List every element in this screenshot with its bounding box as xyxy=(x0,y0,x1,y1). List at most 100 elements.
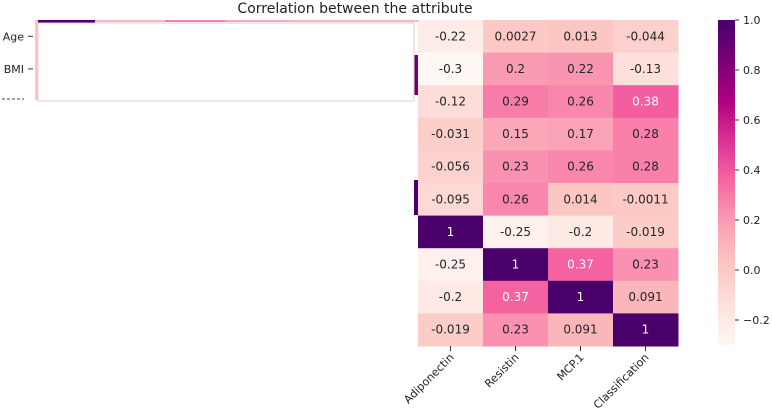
cell-value-label: 0.29 xyxy=(502,95,529,109)
heatmap-cell xyxy=(613,150,679,184)
cell-value-label: -0.056 xyxy=(431,160,470,174)
cell-value-label: 0.26 xyxy=(502,192,529,206)
cell-value-label: 0.22 xyxy=(567,62,594,76)
heatmap-cell xyxy=(418,248,484,282)
colorbar-tick-label: 0.8 xyxy=(743,64,761,77)
heatmap-cell xyxy=(418,117,484,151)
heatmap-cell xyxy=(483,183,549,217)
heatmap-cell xyxy=(548,20,614,54)
heatmap-cell xyxy=(613,248,679,282)
heatmap-cell xyxy=(548,248,614,282)
partial-heatmap-strip xyxy=(165,20,225,22)
partial-heatmap-strip xyxy=(290,20,418,22)
cell-value-label: 1 xyxy=(512,258,520,272)
heatmap-cell xyxy=(483,215,549,249)
heatmap-cell xyxy=(613,280,679,314)
cell-value-label: 0.28 xyxy=(632,127,659,141)
cell-value-label: -0.095 xyxy=(431,192,470,206)
cell-value-label: 0.2 xyxy=(506,62,525,76)
cell-value-label: 0.091 xyxy=(628,290,662,304)
heatmap-cell xyxy=(483,280,549,314)
cell-value-label: 0.013 xyxy=(563,29,597,43)
colorbar-tick-label: 0.6 xyxy=(743,114,761,127)
heatmap-cell xyxy=(548,52,614,86)
heatmap-cell xyxy=(548,313,614,347)
row-tick-label: BMI xyxy=(4,63,24,76)
cell-value-label: -0.044 xyxy=(626,29,665,43)
cell-value-label: 0.26 xyxy=(567,95,594,109)
overlay-panel xyxy=(35,20,418,215)
colorbar: 1.0 0.8 0.6 0.4 0.2 0.0 −0.2 xyxy=(718,14,770,345)
colorbar-gradient xyxy=(718,20,735,345)
cell-value-label: 0.23 xyxy=(502,160,529,174)
cell-value-label: 0.23 xyxy=(632,258,659,272)
cell-value-label: -0.3 xyxy=(439,62,462,76)
heatmap-cell xyxy=(483,248,549,282)
partial-heatmap-strip xyxy=(225,20,290,22)
cell-value-label: -0.25 xyxy=(500,225,531,239)
colorbar-tick-label: −0.2 xyxy=(743,314,770,327)
column-tick-label: Resistin xyxy=(482,351,521,390)
cell-value-label: 0.26 xyxy=(567,160,594,174)
column-tick-label: Classification xyxy=(591,351,652,412)
heatmap-cell xyxy=(613,20,679,54)
heatmap-cell xyxy=(483,117,549,151)
cell-value-label: 0.17 xyxy=(567,127,594,141)
cell-value-label: -0.031 xyxy=(431,127,470,141)
cell-value-label: -0.2 xyxy=(569,225,592,239)
cell-value-label: 0.0027 xyxy=(495,29,537,43)
cell-value-label: 0.091 xyxy=(563,323,597,337)
column-tick-label: MCP.1 xyxy=(554,351,586,383)
cell-value-label: -0.12 xyxy=(435,95,466,109)
heatmap-cell xyxy=(418,20,484,54)
heatmap-cell xyxy=(483,20,549,54)
heatmap-cell xyxy=(418,183,484,217)
overlay-white-panel xyxy=(37,22,415,102)
colorbar-tick-label: 0.0 xyxy=(743,264,761,277)
heatmap-cell xyxy=(483,313,549,347)
heatmap-cell xyxy=(548,85,614,119)
heatmap-cell xyxy=(613,313,679,347)
partial-heatmap-strip xyxy=(414,55,418,95)
heatmap-cell xyxy=(418,52,484,86)
partial-heatmap-strip xyxy=(35,20,38,100)
cell-value-label: 0.23 xyxy=(502,323,529,337)
cell-value-label: 1 xyxy=(447,225,455,239)
cell-value-label: -0.13 xyxy=(630,62,661,76)
colorbar-tick-label: 1.0 xyxy=(743,14,761,27)
cell-value-label: -0.019 xyxy=(626,225,665,239)
heatmap-cell xyxy=(483,85,549,119)
colorbar-tick-label: 0.2 xyxy=(743,214,761,227)
cell-value-label: -0.2 xyxy=(439,290,462,304)
heatmap-cell xyxy=(613,117,679,151)
heatmap-cell xyxy=(548,183,614,217)
heatmap-cell xyxy=(418,215,484,249)
cell-value-label: 1 xyxy=(642,323,650,337)
cell-value-label: 0.37 xyxy=(502,290,529,304)
cell-value-label: 0.37 xyxy=(567,258,594,272)
cell-value-label: -0.0011 xyxy=(622,192,668,206)
cell-value-label: -0.22 xyxy=(435,29,466,43)
heatmap-cell xyxy=(613,183,679,217)
heatmap-cell xyxy=(548,280,614,314)
row-labels: Age BMI xyxy=(2,30,33,100)
heatmap-cells: -0.22 0.0027 0.013 -0.044 -0.3 0.2 0.22 -0.13 -0… xyxy=(418,20,679,347)
heatmap-cell xyxy=(613,215,679,249)
partial-heatmap-strip xyxy=(95,20,165,22)
heatmap-cell xyxy=(548,215,614,249)
cell-value-label: 0.28 xyxy=(632,160,659,174)
heatmap-cell xyxy=(483,52,549,86)
cell-value-label: 1 xyxy=(577,290,585,304)
heatmap-cell xyxy=(483,150,549,184)
heatmap-cell xyxy=(613,85,679,119)
cell-value-label: -0.25 xyxy=(435,258,466,272)
cell-value-label: -0.019 xyxy=(431,323,470,337)
cell-value-label: 0.15 xyxy=(502,127,529,141)
column-tick-label: Adiponectin xyxy=(401,351,456,406)
heatmap-cell xyxy=(548,150,614,184)
cell-value-label: 0.014 xyxy=(563,192,597,206)
heatmap-cell xyxy=(418,85,484,119)
chart-title: Correlation between the attribute xyxy=(237,1,472,17)
heatmap-cell xyxy=(418,313,484,347)
